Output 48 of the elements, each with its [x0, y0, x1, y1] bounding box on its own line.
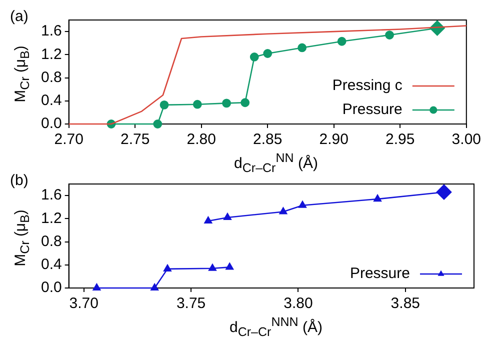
y-tick-label: 0.0 — [40, 279, 62, 296]
x-tick-label: 2.75 — [120, 131, 150, 148]
x-tick-label: 2.95 — [386, 131, 415, 148]
x-axis-title: d$_{Cr–Cr}$$^{NN}$ (Å) — [233, 150, 319, 177]
point — [226, 262, 234, 270]
x-tick-label: 3.70 — [69, 295, 98, 312]
point — [204, 216, 212, 224]
x-tick-label: 3.00 — [452, 131, 482, 148]
legend-label: Pressure — [342, 101, 402, 118]
x-tick-label: 2.70 — [54, 131, 84, 148]
chart-title: (a) — [10, 8, 28, 25]
chart-title: (b) — [10, 172, 28, 189]
x-tick-label: 3.80 — [284, 295, 313, 312]
y-tick-label: 1.6 — [40, 186, 62, 204]
y-tick-label: 0.4 — [40, 92, 62, 110]
y-tick-label: 0.0 — [40, 115, 62, 132]
y-tick-label: 0.4 — [40, 256, 62, 274]
point — [240, 98, 250, 108]
x-tick-label: 2.80 — [186, 131, 216, 148]
legend-label: Pressing c — [332, 77, 403, 94]
point — [224, 213, 232, 220]
point — [298, 200, 306, 208]
legend-label: Pressure — [350, 265, 410, 282]
y-tick-label: 0.8 — [40, 232, 62, 250]
point — [150, 284, 159, 291]
point — [192, 100, 202, 109]
point — [164, 264, 172, 272]
x-tick-label: 3.85 — [390, 295, 420, 312]
x-tick-label: 3.75 — [176, 295, 206, 312]
point — [374, 194, 382, 202]
point — [298, 43, 307, 52]
y-tick-label: 1.6 — [40, 22, 62, 40]
point — [385, 30, 394, 40]
x-tick-label: 2.90 — [319, 131, 348, 148]
point — [263, 49, 272, 58]
point — [279, 207, 288, 214]
y-tick-label: 1.2 — [40, 46, 62, 63]
y-tick-label: 1.2 — [40, 210, 62, 227]
point — [160, 100, 169, 110]
point — [92, 284, 101, 291]
point — [153, 120, 162, 128]
y-tick-label: 0.8 — [40, 68, 62, 86]
x-axis-title: d$_{Cr–Cr}$$^{NNN}$ (Å) — [228, 314, 324, 341]
point — [208, 264, 216, 271]
point — [250, 52, 259, 62]
point — [337, 36, 346, 46]
point — [222, 98, 231, 108]
x-tick-label: 2.85 — [253, 131, 282, 148]
